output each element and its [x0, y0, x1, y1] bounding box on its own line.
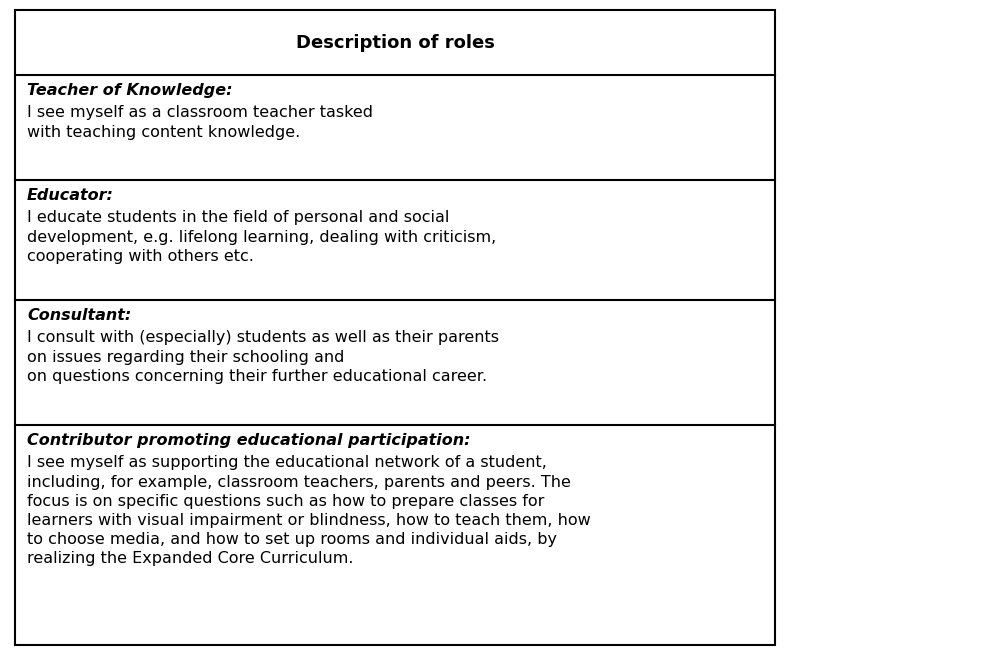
Bar: [15, 10, 775, 645]
Text: I consult with (especially) students as well as their parents
on issues regardin: I consult with (especially) students as …: [27, 331, 499, 383]
Text: I educate students in the field of personal and social
development, e.g. lifelon: I educate students in the field of perso…: [27, 211, 496, 264]
Text: Contributor promoting educational participation:: Contributor promoting educational partic…: [27, 433, 471, 448]
Text: I see myself as a classroom teacher tasked
with teaching content knowledge.: I see myself as a classroom teacher task…: [27, 106, 373, 139]
Text: I see myself as supporting the educational network of a student,
including, for : I see myself as supporting the education…: [27, 455, 591, 566]
Text: Teacher of Knowledge:: Teacher of Knowledge:: [27, 83, 232, 98]
Text: Educator:: Educator:: [27, 188, 114, 203]
Text: Description of roles: Description of roles: [296, 34, 494, 51]
Text: Consultant:: Consultant:: [27, 308, 131, 323]
